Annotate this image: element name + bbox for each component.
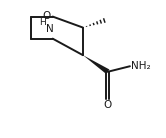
Text: N: N — [46, 24, 54, 34]
Text: O: O — [42, 11, 51, 21]
Text: H: H — [39, 18, 46, 27]
Text: O: O — [104, 100, 112, 110]
Polygon shape — [83, 55, 109, 74]
Text: NH₂: NH₂ — [131, 61, 151, 71]
